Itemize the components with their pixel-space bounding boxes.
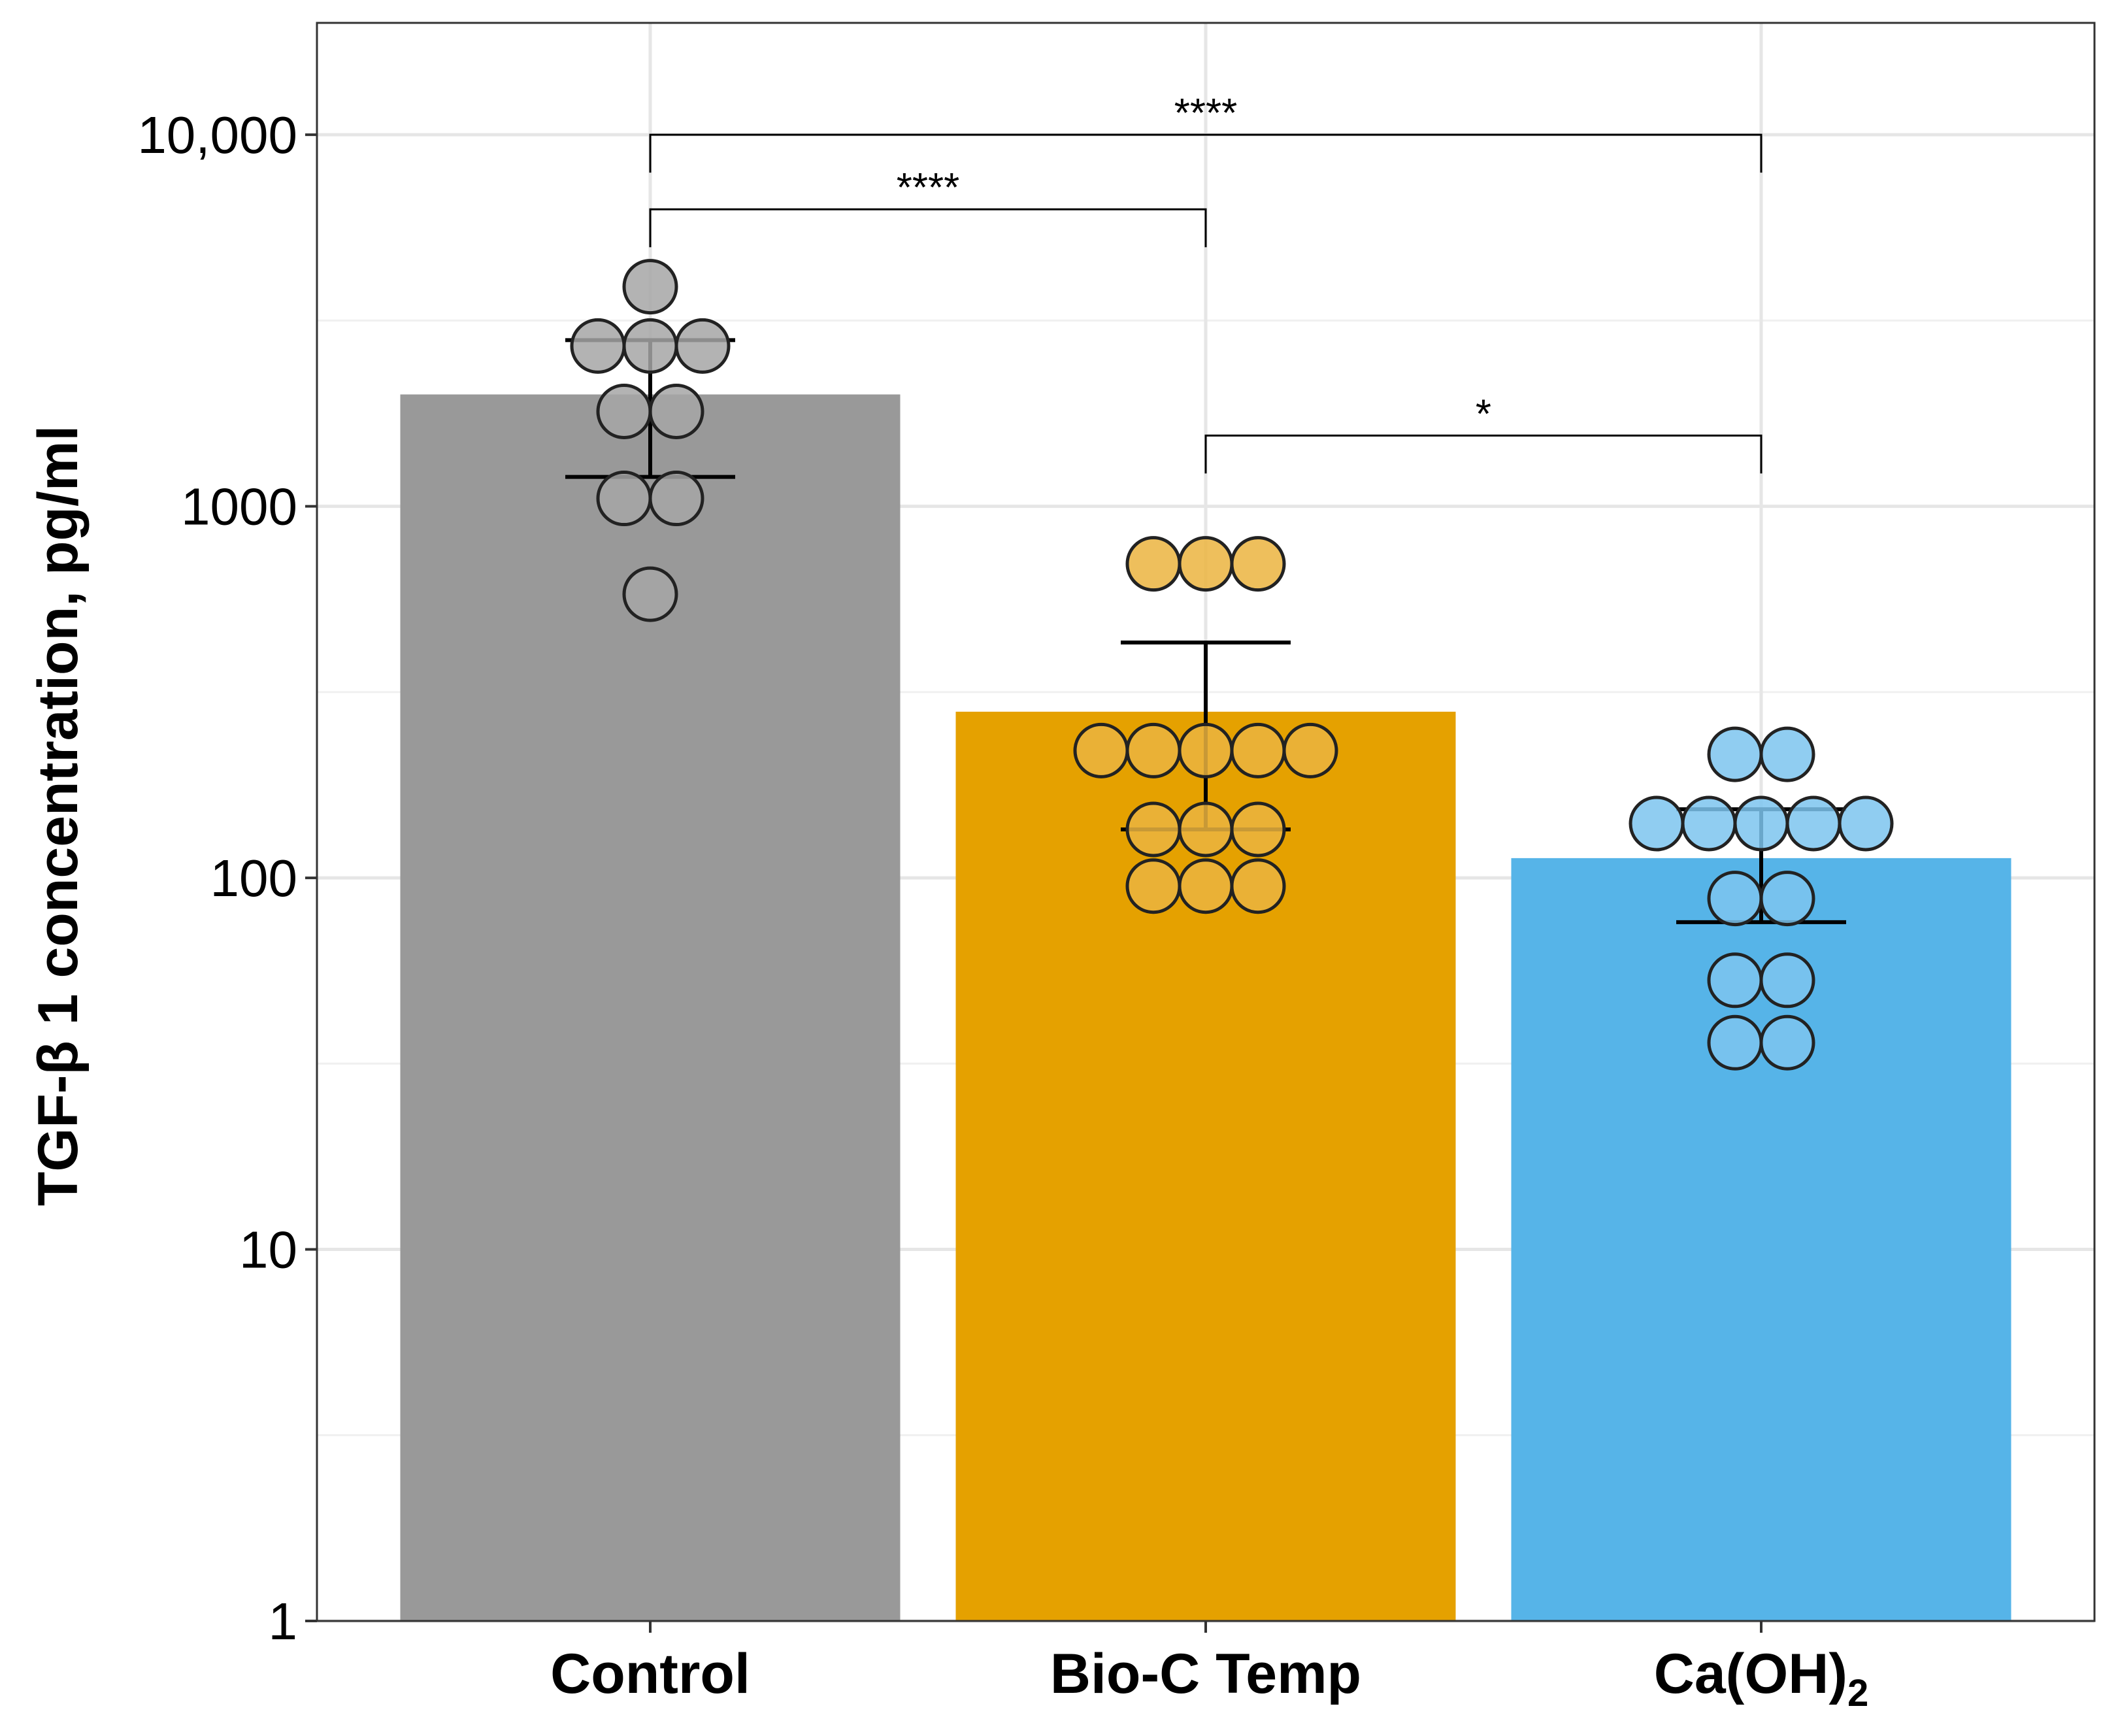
data-point (1125, 858, 1182, 914)
data-point (622, 566, 678, 622)
x-tick-label: Ca(OH)2 (1654, 1643, 1868, 1714)
data-point (1178, 858, 1234, 914)
data-point (1125, 801, 1182, 858)
data-point (1230, 801, 1286, 858)
data-point (570, 318, 626, 374)
data-point (1707, 871, 1763, 927)
y-tick-label: 10 (239, 1221, 297, 1279)
data-point (1733, 795, 1789, 852)
data-point (1230, 536, 1286, 592)
data-point (1759, 1014, 1815, 1071)
y-tick-label: 1000 (181, 478, 297, 536)
data-point (674, 318, 731, 374)
data-point (1838, 795, 1894, 852)
y-tick-label: 1 (269, 1592, 298, 1650)
y-tick-label: 10,000 (137, 106, 297, 164)
x-tick-label-main: Bio-C Temp (1050, 1643, 1361, 1705)
data-point (648, 471, 704, 527)
data-point (1178, 536, 1234, 592)
x-tick-label-subscript: 2 (1847, 1672, 1868, 1714)
significance-bracket (1204, 434, 1762, 474)
data-point (1707, 726, 1763, 782)
data-point (1759, 726, 1815, 782)
data-point (1681, 795, 1737, 852)
data-point (648, 383, 704, 439)
significance-label: **** (1174, 91, 1238, 136)
data-point (1178, 801, 1234, 858)
x-tick-label-main: Ca(OH) (1654, 1643, 1847, 1705)
significance-label: * (1476, 392, 1491, 437)
data-point (596, 383, 652, 439)
data-point (1785, 795, 1842, 852)
significance-bracket (649, 208, 1207, 248)
data-point (1282, 722, 1338, 778)
x-tick-label: Control (550, 1643, 750, 1705)
data-point (1707, 952, 1763, 1009)
data-point (1759, 871, 1815, 927)
data-point (1125, 536, 1182, 592)
significance-brackets: ********* (649, 91, 1762, 474)
data-point (1759, 952, 1815, 1009)
data-point (1230, 722, 1286, 778)
data-point (1230, 858, 1286, 914)
data-point (1629, 795, 1685, 852)
y-tick-label: 100 (210, 849, 297, 907)
data-point (596, 471, 652, 527)
y-axis-label: TGF-β 1 concentration, pg/ml (27, 426, 90, 1206)
significance-bracket (649, 133, 1762, 173)
data-point (1073, 722, 1129, 778)
x-tick-label: Bio-C Temp (1050, 1643, 1361, 1705)
data-point (622, 318, 678, 374)
significance-label: **** (897, 165, 960, 210)
data-point (622, 259, 678, 315)
data-point (1178, 722, 1234, 778)
data-point (1125, 722, 1182, 778)
data-points (570, 259, 1894, 1071)
x-tick-label-main: Control (550, 1643, 750, 1705)
axes: 1 10 100 1000 10,000 Control Bio-C Temp Ca(OH)2 (137, 106, 1868, 1714)
data-point (1707, 1014, 1763, 1071)
